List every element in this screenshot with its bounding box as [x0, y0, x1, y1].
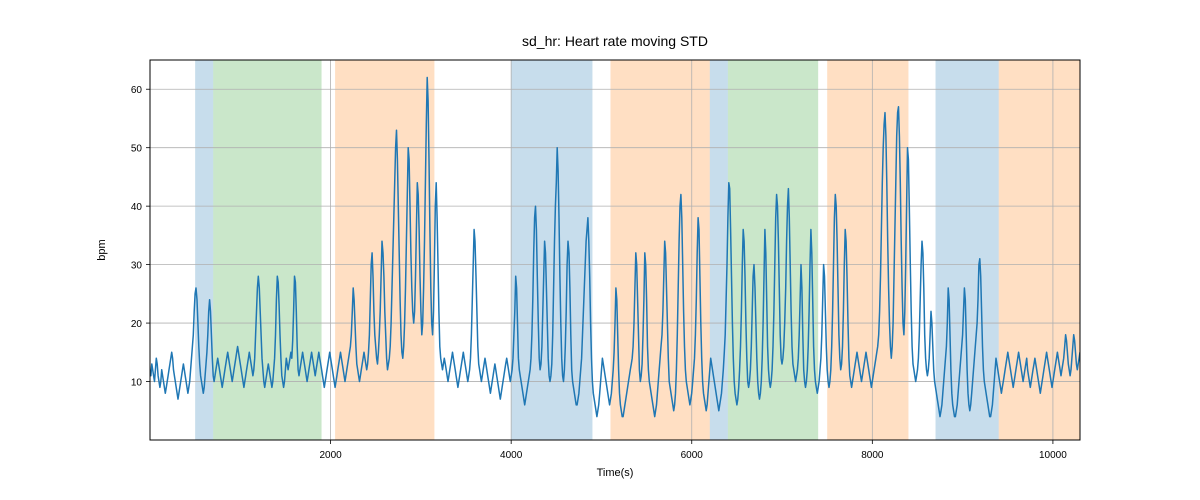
y-tick-label: 50	[131, 144, 143, 155]
span-region	[213, 60, 321, 440]
chart-title: sd_hr: Heart rate moving STD	[522, 33, 708, 49]
x-tick-label: 8000	[861, 450, 884, 461]
y-tick-label: 40	[131, 202, 143, 213]
x-tick-label: 4000	[500, 450, 523, 461]
y-tick-label: 10	[131, 378, 143, 389]
line-chart: 2000 4000 6000 8000 10000 10 20 30 40 50 60 Time(s)…	[0, 0, 1200, 500]
y-tick-label: 30	[131, 261, 143, 272]
chart-container: 2000 4000 6000 8000 10000 10 20 30 40 50 60 Time(s)…	[0, 0, 1200, 500]
y-axis-label: bpm	[96, 239, 108, 260]
y-tick-label: 20	[131, 319, 143, 330]
span-region	[710, 60, 728, 440]
y-tick-label: 60	[131, 85, 143, 96]
span-region	[827, 60, 908, 440]
x-tick-label: 6000	[681, 450, 704, 461]
x-tick-label: 10000	[1039, 450, 1067, 461]
x-tick-label: 2000	[319, 450, 342, 461]
x-axis-label: Time(s)	[597, 467, 634, 479]
span-region	[610, 60, 709, 440]
